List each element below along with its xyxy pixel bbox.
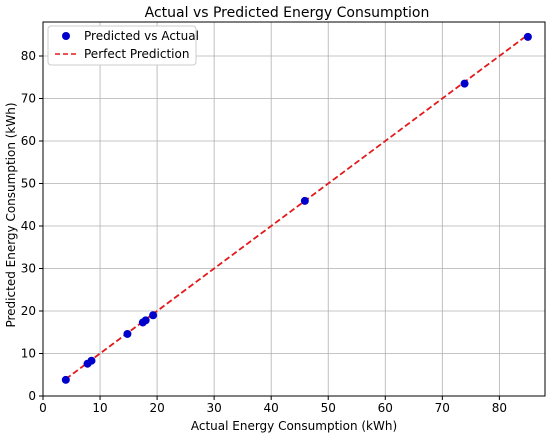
x-tick-label: 50 [321,401,336,415]
x-tick-label: 70 [435,401,450,415]
x-tick-label: 60 [378,401,393,415]
legend-label-perfect: Perfect Prediction [84,47,189,61]
perfect-prediction-line-layer [65,34,529,380]
data-point [87,356,96,365]
y-tick-label: 40 [21,219,36,233]
y-tick-label: 70 [21,92,36,106]
y-tick-label: 20 [21,304,36,318]
data-point [61,375,70,384]
data-point [149,311,158,320]
legend-box [47,25,197,66]
y-tick-label: 50 [21,177,36,191]
x-tick-label: 80 [492,401,507,415]
data-point [141,316,150,325]
plot-frame [42,21,546,397]
legend: Predicted vs Actual Perfect Prediction [47,25,199,66]
y-axis-label: Predicted Energy Consumption (kWh) [4,102,18,327]
y-tick-label: 80 [21,49,36,63]
legend-marker-predicted [62,32,70,40]
data-point [123,329,132,338]
data-point [460,79,469,88]
y-axis-ticks: 0 10 20 30 40 50 60 70 80 [21,49,43,403]
x-tick-label: 0 [39,401,47,415]
points-layer [61,32,532,384]
y-tick-label: 30 [21,262,36,276]
y-tick-label: 60 [21,134,36,148]
y-tick-label: 10 [21,347,36,361]
y-tick-label: 0 [28,389,36,403]
chart-title: Actual vs Predicted Energy Consumption [145,5,430,21]
legend-label-predicted: Predicted vs Actual [84,29,199,43]
x-tick-label: 40 [264,401,279,415]
x-tick-label: 30 [206,401,221,415]
x-tick-label: 10 [92,401,107,415]
perfect-prediction-line [65,34,529,380]
x-tick-label: 20 [149,401,164,415]
data-point [300,196,309,205]
x-axis-ticks: 0 10 20 30 40 50 60 70 80 [39,396,507,415]
data-point [523,32,532,41]
x-axis-label: Actual Energy Consumption (kWh) [191,419,397,433]
